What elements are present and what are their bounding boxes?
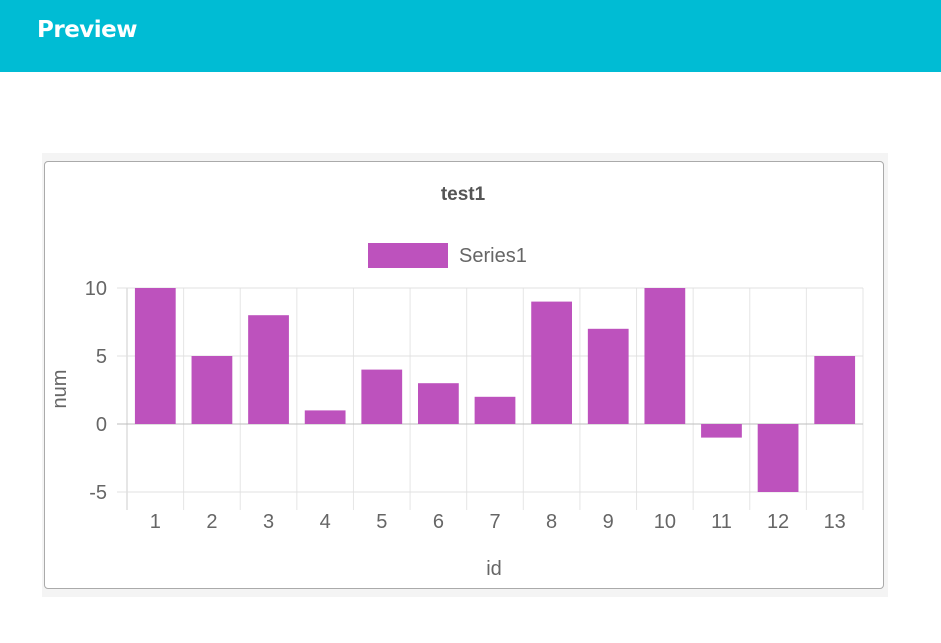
bar-1[interactable] — [134, 288, 176, 424]
chart-title: test1 — [441, 184, 486, 205]
bar-2[interactable] — [191, 356, 233, 424]
x-tick-labels: 1 2 3 4 5 6 7 8 9 10 11 12 13 — [150, 511, 846, 533]
bar-8[interactable] — [531, 301, 572, 424]
bar-3[interactable] — [248, 315, 289, 424]
bar-13[interactable] — [814, 356, 856, 424]
x-axis-label: id — [486, 558, 502, 580]
header-title: Preview — [37, 17, 138, 43]
x-tick-label: 1 — [150, 511, 161, 533]
y-tick-label: 0 — [96, 414, 107, 436]
x-tick-label: 6 — [433, 511, 444, 533]
bar-6[interactable] — [418, 383, 459, 424]
bar-12[interactable] — [757, 424, 799, 492]
x-tick-label: 3 — [263, 511, 274, 533]
bar-10[interactable] — [644, 288, 686, 424]
x-tick-label: 13 — [824, 511, 846, 533]
x-tick-label: 10 — [654, 511, 676, 533]
bar-9[interactable] — [587, 328, 629, 424]
y-tick-label: -5 — [89, 482, 107, 504]
bar-5[interactable] — [361, 369, 403, 424]
bar-11[interactable] — [701, 424, 742, 438]
x-tick-label: 11 — [711, 511, 732, 533]
x-tick-label: 7 — [489, 511, 500, 533]
x-tick-label: 4 — [320, 511, 331, 533]
app-header: Preview — [0, 0, 941, 72]
bar-7[interactable] — [474, 396, 516, 424]
legend[interactable]: Series1 — [368, 243, 527, 268]
legend-label: Series1 — [459, 245, 527, 267]
x-tick-label: 12 — [767, 511, 789, 533]
legend-swatch — [368, 243, 448, 268]
y-axis-label: num — [49, 370, 71, 409]
x-tick-label: 8 — [546, 511, 557, 533]
x-tick-label: 9 — [603, 511, 614, 533]
x-tick-label: 5 — [376, 511, 387, 533]
bar-4[interactable] — [304, 410, 346, 424]
y-tick-label: 5 — [96, 346, 107, 368]
y-tick-label: 10 — [85, 278, 107, 300]
bars — [134, 288, 856, 492]
y-tick-labels: 10 5 0 -5 — [85, 278, 107, 504]
x-tick-label: 2 — [206, 511, 217, 533]
